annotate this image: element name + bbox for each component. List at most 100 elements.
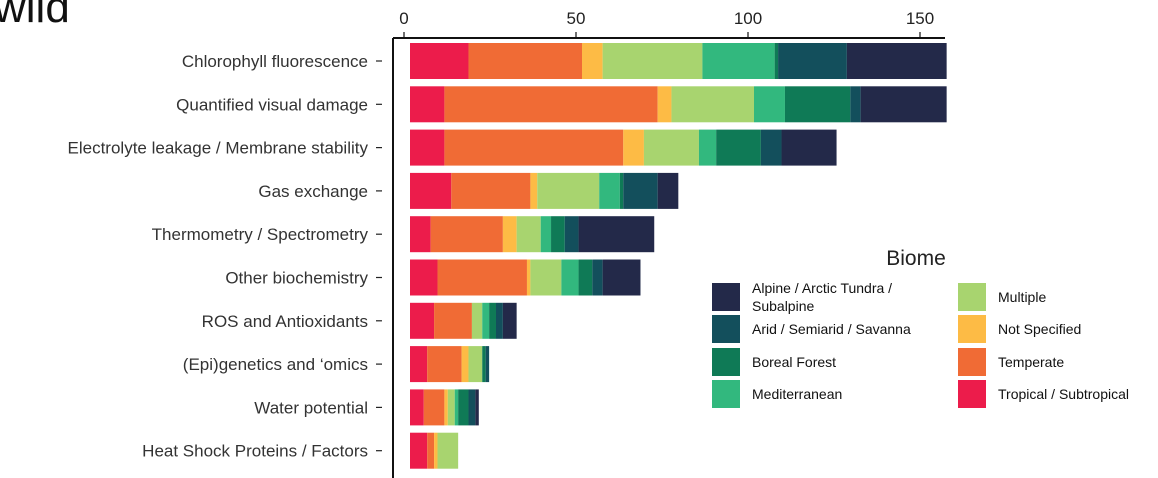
bar-epi-genetics-and-omics-multiple — [468, 346, 483, 383]
bar-ros-and-antioxidants-multiple — [471, 302, 483, 339]
bar-thermometry-spectrometry-tropical-subtropical — [410, 216, 431, 253]
legend-label-temperate: Temperate — [998, 354, 1064, 370]
bar-chlorophyll-fluorescence-temperate — [468, 43, 582, 79]
bar-gas-exchange-temperate — [451, 172, 531, 209]
bar-electrolyte-leakage-membrane-stability-alpine-arctic-tundra-subalpine — [781, 129, 837, 166]
bar-heat-shock-proteins-factors-temperate — [427, 432, 435, 469]
x-tick-label: 50 — [567, 9, 586, 28]
bar-ros-and-antioxidants-temperate — [434, 302, 472, 339]
legend-swatch-temperate — [958, 348, 986, 376]
bar-thermometry-spectrometry-mediterranean — [540, 216, 552, 253]
bar-other-biochemistry-tropical-subtropical — [410, 259, 438, 296]
bar-other-biochemistry-not-specified — [526, 259, 531, 296]
category-label: Gas exchange — [258, 182, 368, 201]
bar-ros-and-antioxidants-alpine-arctic-tundra-subalpine — [502, 302, 517, 339]
category-label: ROS and Antioxidants — [202, 312, 368, 331]
title-fragment: wild — [0, 0, 70, 32]
category-label: Electrolyte leakage / Membrane stability — [68, 139, 369, 158]
bar-quantified-visual-damage-tropical-subtropical — [410, 86, 445, 123]
bar-quantified-visual-damage-multiple — [671, 86, 754, 123]
category-label: Quantified visual damage — [176, 95, 368, 114]
bar-epi-genetics-and-omics-temperate — [427, 346, 462, 383]
category-label: (Epi)genetics and ‘omics — [183, 355, 368, 374]
bar-gas-exchange-arid-semiarid-savanna — [623, 172, 658, 209]
bar-thermometry-spectrometry-temperate — [430, 216, 503, 253]
legend-swatch-alpine-arctic-tundra-subalpine — [712, 283, 740, 311]
bar-thermometry-spectrometry-boreal-forest — [551, 216, 565, 253]
bar-gas-exchange-multiple — [537, 172, 600, 209]
bar-other-biochemistry-mediterranean — [561, 259, 579, 296]
bar-epi-genetics-and-omics-tropical-subtropical — [410, 346, 428, 383]
bar-ros-and-antioxidants-tropical-subtropical — [410, 302, 435, 339]
bar-ros-and-antioxidants-mediterranean — [482, 302, 490, 339]
bar-other-biochemistry-temperate — [437, 259, 527, 296]
bar-water-potential-multiple — [447, 389, 455, 426]
bar-water-potential-arid-semiarid-savanna — [468, 389, 476, 426]
bar-epi-genetics-and-omics-boreal-forest — [482, 346, 486, 383]
bar-gas-exchange-tropical-subtropical — [410, 172, 452, 209]
legend-swatch-mediterranean — [712, 380, 740, 408]
bar-other-biochemistry-arid-semiarid-savanna — [592, 259, 603, 296]
legend-label-arid-semiarid-savanna: Arid / Semiarid / Savanna — [752, 321, 911, 337]
bar-other-biochemistry-boreal-forest — [578, 259, 593, 296]
bar-chlorophyll-fluorescence-arid-semiarid-savanna — [778, 43, 847, 79]
bar-gas-exchange-boreal-forest — [619, 172, 624, 209]
bar-epi-genetics-and-omics-not-specified — [461, 346, 469, 383]
legend-label-boreal-forest: Boreal Forest — [752, 354, 836, 370]
bar-thermometry-spectrometry-not-specified — [502, 216, 517, 253]
bar-gas-exchange-alpine-arctic-tundra-subalpine — [657, 172, 679, 209]
bar-electrolyte-leakage-membrane-stability-multiple — [643, 129, 699, 166]
axes-group: Chlorophyll fluorescence Quantified visua… — [68, 9, 945, 478]
bar-quantified-visual-damage-boreal-forest — [784, 86, 851, 123]
bar-heat-shock-proteins-factors-not-specified — [434, 432, 438, 469]
legend-swatch-boreal-forest — [712, 348, 740, 376]
bar-gas-exchange-mediterranean — [599, 172, 620, 209]
bar-water-potential-mediterranean — [454, 389, 459, 426]
bar-electrolyte-leakage-membrane-stability-temperate — [444, 129, 624, 166]
bar-electrolyte-leakage-membrane-stability-arid-semiarid-savanna — [760, 129, 782, 166]
bar-electrolyte-leakage-membrane-stability-not-specified — [623, 129, 644, 166]
legend-swatch-multiple — [958, 283, 986, 311]
bar-quantified-visual-damage-mediterranean — [754, 86, 785, 123]
bar-quantified-visual-damage-temperate — [444, 86, 658, 123]
category-label: Thermometry / Spectrometry — [152, 225, 369, 244]
bar-thermometry-spectrometry-multiple — [516, 216, 541, 253]
bar-epi-genetics-and-omics-arid-semiarid-savanna — [485, 346, 490, 383]
bar-chlorophyll-fluorescence-multiple — [602, 43, 703, 79]
bar-water-potential-temperate — [423, 389, 445, 426]
x-tick-label: 0 — [399, 9, 408, 28]
bar-electrolyte-leakage-membrane-stability-boreal-forest — [716, 129, 761, 166]
legend-label-alpine-arctic-tundra-subalpine-line2: Subalpine — [752, 298, 814, 314]
bar-gas-exchange-not-specified — [530, 172, 538, 209]
bar-chlorophyll-fluorescence-mediterranean — [702, 43, 775, 79]
legend-label-mediterranean: Mediterranean — [752, 386, 842, 402]
bar-heat-shock-proteins-factors-tropical-subtropical — [410, 432, 428, 469]
legend-label-alpine-arctic-tundra-subalpine: Alpine / Arctic Tundra / — [752, 280, 892, 296]
bar-chlorophyll-fluorescence-alpine-arctic-tundra-subalpine — [846, 43, 947, 79]
bar-water-potential-alpine-arctic-tundra-subalpine — [475, 389, 479, 426]
bar-chlorophyll-fluorescence-boreal-forest — [774, 43, 779, 79]
bar-heat-shock-proteins-factors-multiple — [437, 432, 459, 469]
legend-label-tropical-subtropical: Tropical / Subtropical — [998, 386, 1129, 402]
bar-ros-and-antioxidants-boreal-forest — [489, 302, 496, 339]
legend-title: Biome — [886, 247, 946, 270]
bar-water-potential-boreal-forest — [458, 389, 469, 426]
bar-quantified-visual-damage-not-specified — [657, 86, 672, 123]
bar-water-potential-tropical-subtropical — [410, 389, 424, 426]
legend: Biome Alpine / Arctic Tundra / Subalpine Ar… — [712, 247, 1129, 408]
bar-chlorophyll-fluorescence-not-specified — [582, 43, 603, 79]
bar-quantified-visual-damage-alpine-arctic-tundra-subalpine — [860, 86, 947, 123]
legend-label-multiple: Multiple — [998, 289, 1046, 305]
bar-other-biochemistry-multiple — [530, 259, 562, 296]
x-tick-label: 100 — [734, 9, 762, 28]
category-label: Heat Shock Proteins / Factors — [142, 442, 368, 461]
bar-thermometry-spectrometry-alpine-arctic-tundra-subalpine — [578, 216, 655, 253]
category-label: Chlorophyll fluorescence — [182, 52, 368, 71]
category-label: Water potential — [254, 398, 368, 417]
bar-electrolyte-leakage-membrane-stability-tropical-subtropical — [410, 129, 445, 166]
bar-chlorophyll-fluorescence-tropical-subtropical — [410, 43, 469, 79]
bar-thermometry-spectrometry-arid-semiarid-savanna — [564, 216, 579, 253]
legend-swatch-tropical-subtropical — [958, 380, 986, 408]
legend-label-not-specified: Not Specified — [998, 321, 1081, 337]
